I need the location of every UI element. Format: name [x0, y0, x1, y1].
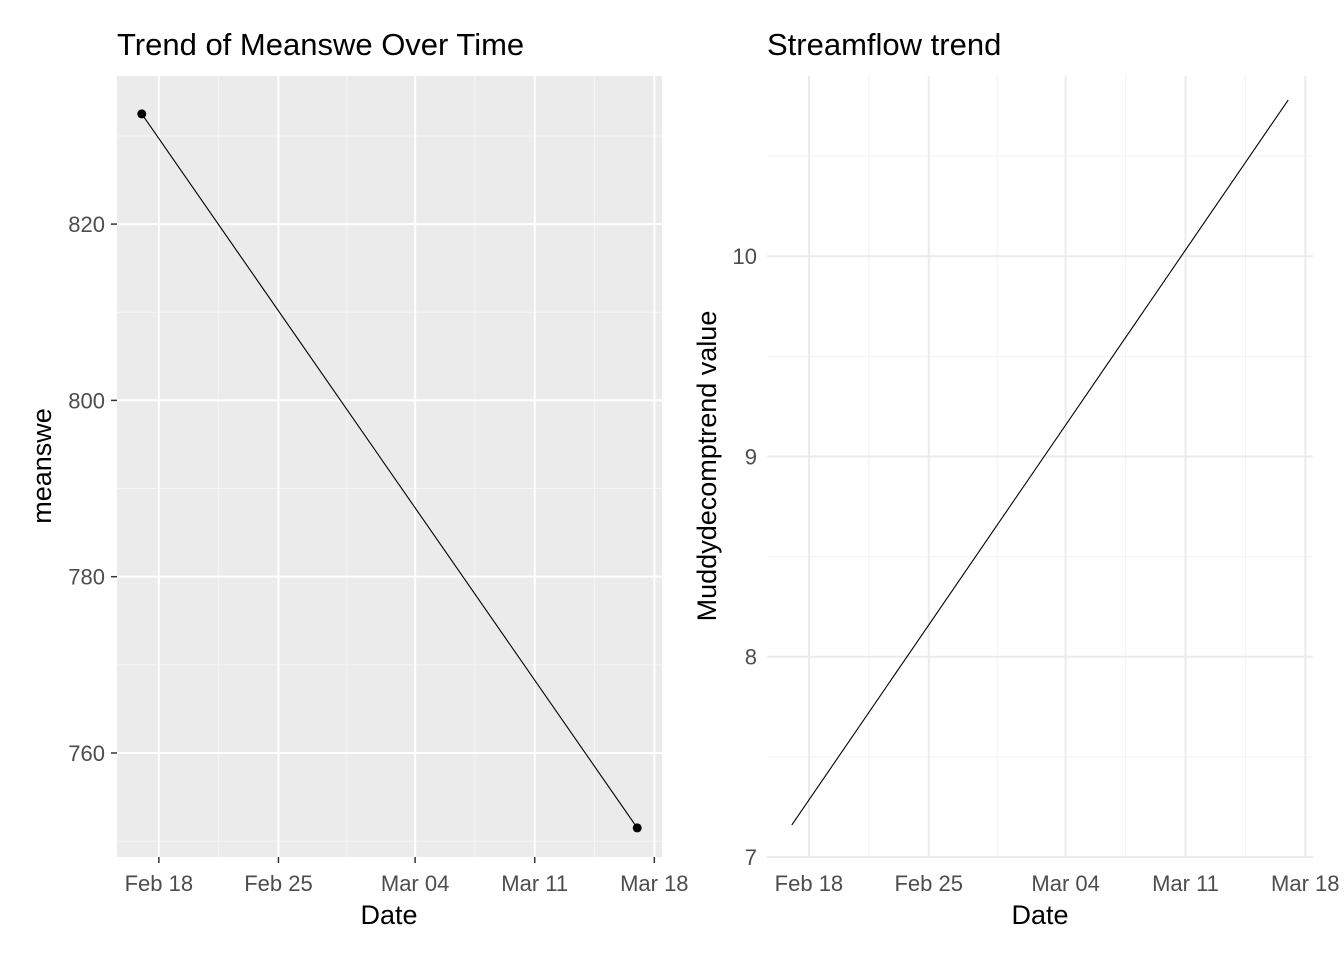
streamflow-x-tick-label: Mar 11: [1152, 871, 1219, 896]
meanswe-panel: Trend of Meanswe Over Time 760780800820 …: [27, 27, 689, 930]
streamflow-series-line: [791, 99, 1289, 826]
streamflow-major-gridlines-x: [807, 76, 1307, 857]
meanswe-x-axis-title: Date: [360, 900, 417, 930]
streamflow-y-tick-label: 9: [745, 444, 757, 469]
meanswe-y-tick-label: 780: [68, 565, 105, 590]
streamflow-minor-gridlines-y: [767, 155, 1313, 758]
meanswe-trend-line: [141, 113, 638, 829]
meanswe-major-gridlines-x: [157, 76, 656, 857]
meanswe-x-tick-label: Mar 04: [381, 871, 449, 896]
meanswe-major-gridlines-y: [117, 223, 662, 754]
streamflow-y-tick-label: 7: [745, 845, 757, 870]
meanswe-minor-gridlines-x: [218, 76, 596, 857]
streamflow-y-axis-title: Muddydecomptrend value: [692, 311, 722, 622]
streamflow-panel: Streamflow trend 7 8 9 10 Feb 18 Feb 25 Mar 0…: [692, 27, 1340, 930]
meanswe-minor-gridlines-y: [117, 135, 662, 842]
streamflow-y-tick-label: 10: [733, 244, 757, 269]
streamflow-chart-title: Streamflow trend: [767, 27, 1001, 62]
meanswe-series-points: [137, 109, 642, 833]
streamflow-minor-gridlines-x: [868, 76, 1246, 857]
streamflow-x-axis-title: Date: [1011, 900, 1068, 930]
meanswe-data-point: [632, 823, 642, 833]
streamflow-x-tick-label: Feb 18: [775, 871, 844, 896]
meanswe-data-point: [137, 109, 147, 119]
meanswe-x-tick-label: Mar 18: [620, 871, 688, 896]
meanswe-y-axis-title: meanswe: [27, 408, 57, 524]
streamflow-x-tick-label: Mar 18: [1271, 871, 1339, 896]
meanswe-y-tick-label: 760: [68, 741, 105, 766]
streamflow-y-tick-label: 8: [745, 645, 757, 670]
meanswe-y-tick-label: 820: [68, 212, 105, 237]
streamflow-x-ticks: Feb 18 Feb 25 Mar 04 Mar 11 Mar 18: [775, 871, 1340, 896]
meanswe-y-tick-label: 800: [68, 388, 105, 413]
streamflow-x-tick-label: Feb 25: [894, 871, 963, 896]
streamflow-x-tick-label: Mar 04: [1031, 871, 1099, 896]
streamflow-y-ticks: 7 8 9 10: [733, 244, 757, 870]
meanswe-chart-title: Trend of Meanswe Over Time: [117, 27, 524, 62]
meanswe-x-ticks: Feb 18 Feb 25 Mar 04 Mar 11 Mar 18: [125, 857, 689, 896]
meanswe-y-ticks: 760 780 800 820: [68, 212, 117, 766]
meanswe-x-tick-label: Mar 11: [501, 871, 568, 896]
streamflow-trend-line: [791, 99, 1289, 826]
meanswe-series-line: [141, 113, 638, 829]
streamflow-major-gridlines-y: [767, 255, 1313, 858]
meanswe-plot-background: [117, 76, 662, 857]
meanswe-x-tick-label: Feb 25: [244, 871, 313, 896]
meanswe-x-tick-label: Feb 18: [125, 871, 194, 896]
